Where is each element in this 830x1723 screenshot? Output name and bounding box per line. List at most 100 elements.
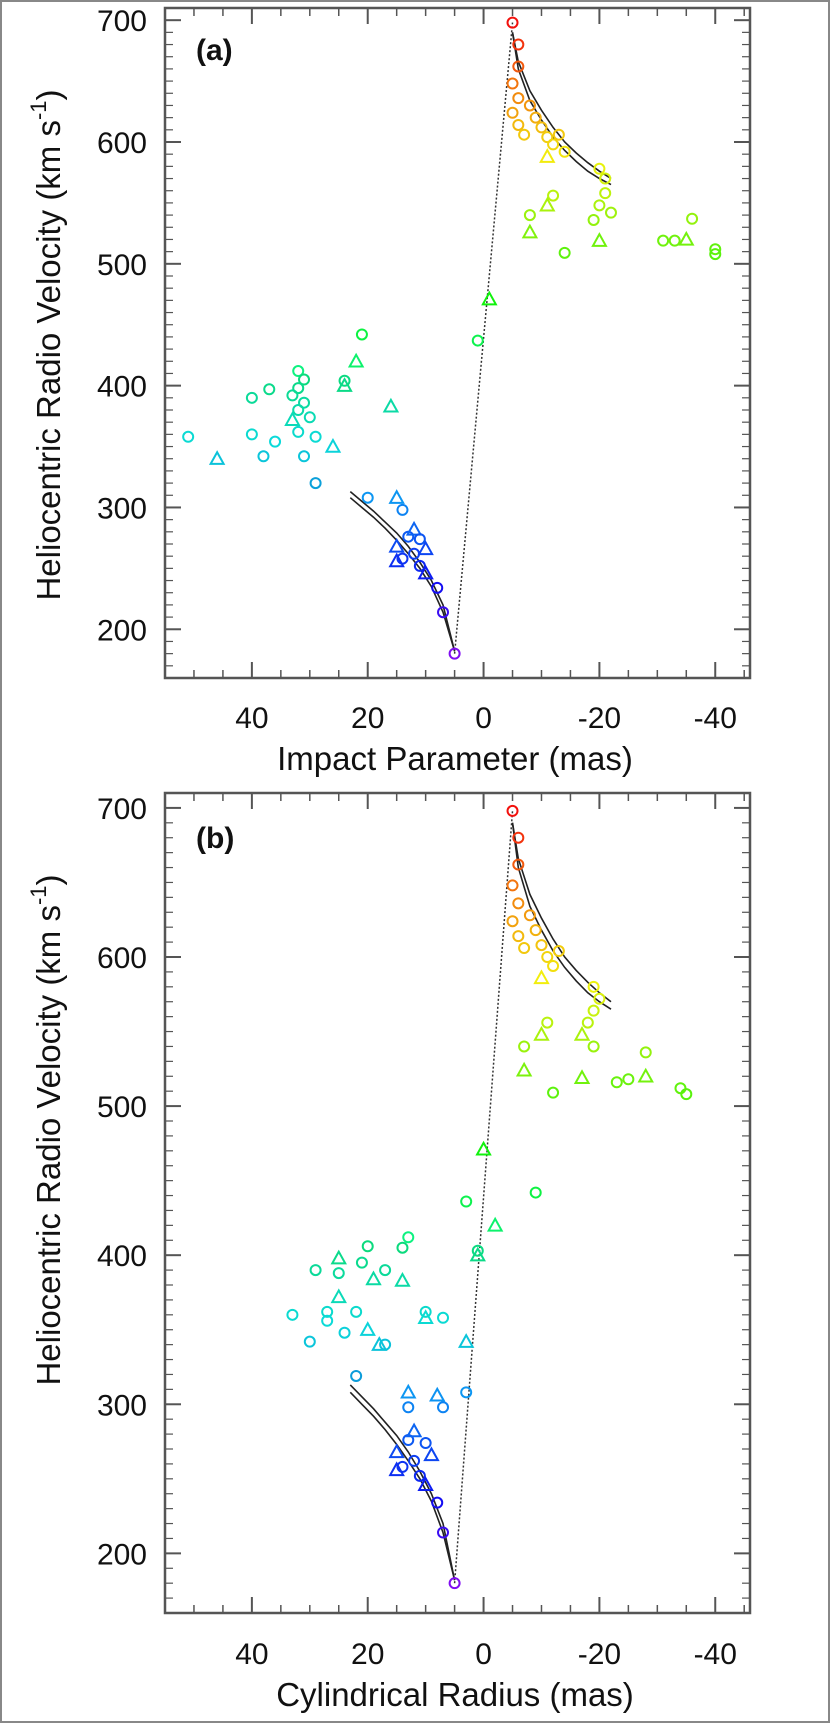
data-point-circle [286,389,299,402]
y-tick-label: 200 [97,614,147,647]
data-point-circle [292,365,305,378]
data-point-triangle [591,232,608,247]
panel-b-plot-frame [163,791,752,1615]
data-point-circle [506,77,519,90]
data-point-circle [558,246,571,259]
data-point-circle [657,234,670,247]
data-point-circle [379,1264,392,1277]
data-point-circle [587,1040,600,1053]
panel-b: Heliocentric Radio Velocity (km s-1) Cyl… [26,791,752,1713]
data-point-circle [512,930,525,943]
data-point-circle [558,145,571,158]
data-point-triangle [417,1309,434,1324]
data-point-circle [686,212,699,225]
data-point-triangle [678,230,695,246]
data-point-triangle [388,489,405,504]
data-point-circle [506,879,519,892]
data-point-circle [547,1086,560,1099]
data-point-circle [599,187,612,200]
data-point-circle [460,1195,473,1208]
data-point-circle [269,435,282,448]
panel-b-marks [286,804,693,1590]
data-point-circle [245,391,258,404]
x-tick-label: 0 [475,702,492,735]
data-point-circle [402,1401,415,1414]
data-point-circle [413,533,426,546]
data-point-circle [518,128,531,141]
model-curve [511,822,612,1003]
data-point-circle [396,503,409,516]
data-point-circle [512,858,525,871]
data-point-triangle [382,397,400,413]
data-point-triangle [423,1446,440,1462]
y-tick-label: 700 [97,793,147,826]
data-point-circle [396,1241,409,1254]
data-point-circle [587,1004,600,1017]
data-point-triangle [515,1061,533,1077]
data-point-triangle [394,1271,411,1287]
data-point-triangle [330,1249,347,1265]
data-point-circle [321,1314,334,1327]
y-tick-label: 300 [97,1389,147,1422]
data-point-circle [599,172,612,185]
data-point-circle [552,128,565,141]
data-point-circle [448,647,461,660]
panel-a-label: (a) [196,34,233,67]
data-point-triangle [533,969,550,985]
data-point-triangle [533,1025,550,1041]
data-point-circle [298,450,311,463]
data-point-circle [292,404,305,416]
data-point-circle [350,1305,363,1318]
data-point-circle [350,1369,363,1382]
data-point-circle [361,1240,374,1253]
data-point-circle [402,1231,415,1244]
data-point-circle [309,1264,322,1277]
data-point-circle [321,1305,334,1318]
data-point-circle [506,106,519,119]
data-point-triangle [330,1288,347,1304]
data-point-triangle [284,411,301,426]
data-point-triangle [388,1443,405,1459]
data-point-triangle [637,1067,654,1083]
data-point-circle [338,1326,351,1339]
data-point-circle [448,1577,461,1590]
data-point-triangle [365,1270,382,1286]
data-point-circle [263,383,276,396]
data-point-circle [338,374,351,387]
x-tick-label: -20 [578,1638,621,1671]
data-point-circle [529,111,542,124]
data-point-circle [518,942,531,955]
data-point-circle [541,1016,554,1029]
data-point-circle [518,1040,531,1053]
data-point-circle [332,1267,345,1280]
data-point-circle [535,121,548,134]
y-tick-label: 400 [97,371,147,404]
y-tick-label: 400 [97,1240,147,1273]
data-point-triangle [336,377,353,392]
y-tick-label: 700 [97,5,147,38]
data-point-circle [419,1437,432,1450]
data-point-circle [292,382,305,395]
data-point-triangle [400,1383,417,1399]
data-point-triangle [371,1336,388,1351]
data-point-circle [593,162,606,175]
data-point-triangle [417,1476,434,1491]
data-point-triangle [481,290,498,306]
data-point-circle [292,425,305,438]
x-tick-label: -20 [578,702,621,735]
data-point-circle [437,1401,450,1414]
data-point-circle [460,1386,473,1399]
data-point-triangle [573,1069,591,1084]
data-point-circle [709,243,722,256]
data-point-circle [506,804,519,817]
data-point-triangle [469,1246,486,1262]
data-point-circle [309,430,322,443]
data-point-circle [547,138,560,151]
y-tick-label: 200 [97,1538,147,1571]
data-point-circle [512,897,525,910]
data-point-circle [298,396,311,409]
data-point-triangle [539,196,556,212]
data-point-circle [355,1256,368,1269]
